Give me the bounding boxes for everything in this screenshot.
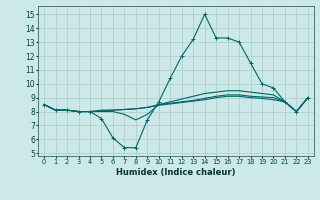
X-axis label: Humidex (Indice chaleur): Humidex (Indice chaleur): [116, 168, 236, 177]
